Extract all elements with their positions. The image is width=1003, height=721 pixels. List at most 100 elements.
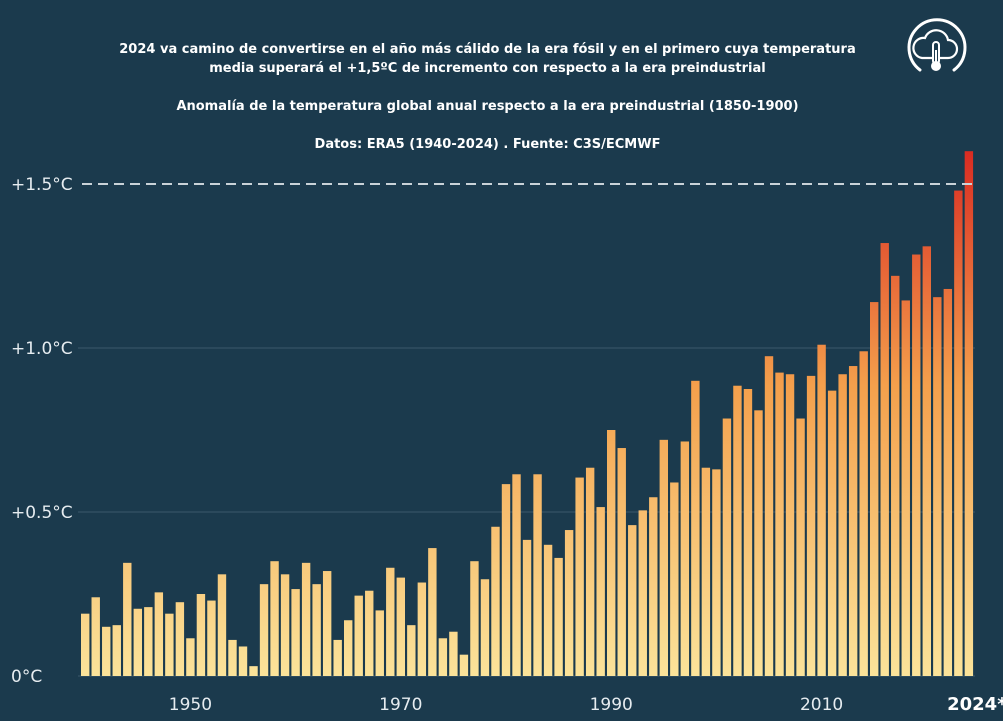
bar-1984 bbox=[543, 544, 553, 676]
bar-1996 bbox=[670, 482, 679, 676]
bar-1970 bbox=[396, 577, 405, 676]
bar-2000 bbox=[712, 469, 721, 676]
bar-2009 bbox=[806, 375, 816, 676]
bar-1953 bbox=[217, 574, 227, 676]
bar-1963 bbox=[322, 571, 332, 676]
bars bbox=[81, 151, 974, 677]
bar-1995 bbox=[659, 439, 668, 676]
bar-2015 bbox=[870, 302, 879, 676]
bar-1973 bbox=[428, 548, 437, 676]
bar-1976 bbox=[459, 654, 469, 676]
bar-2006 bbox=[775, 372, 784, 676]
bar-1975 bbox=[449, 631, 458, 676]
bar-1958 bbox=[270, 561, 279, 676]
bar-1940 bbox=[81, 613, 90, 676]
bar-1947 bbox=[154, 592, 164, 676]
y-tick-label-2: +1.0°C bbox=[11, 339, 73, 359]
bar-1978 bbox=[480, 579, 490, 676]
chart-title-line-1: 2024 va camino de convertirse en el año … bbox=[119, 42, 856, 57]
bar-1981 bbox=[512, 474, 521, 676]
bar-1977 bbox=[470, 561, 479, 676]
bar-2024 bbox=[964, 151, 974, 676]
bar-2005 bbox=[764, 356, 774, 676]
bar-1951 bbox=[196, 594, 206, 676]
bar-1979 bbox=[491, 526, 500, 676]
bar-1967 bbox=[365, 590, 374, 676]
bar-1999 bbox=[701, 467, 711, 676]
bar-2007 bbox=[785, 374, 795, 676]
y-tick-label-1: +0.5°C bbox=[11, 503, 73, 523]
bar-1987 bbox=[575, 477, 584, 676]
bar-2017 bbox=[891, 275, 900, 676]
x-tick-label-1950: 1950 bbox=[169, 695, 212, 715]
x-tick-label-1990: 1990 bbox=[590, 695, 633, 715]
bar-1956 bbox=[249, 666, 258, 676]
bar-1998 bbox=[691, 380, 700, 676]
bar-1943 bbox=[112, 625, 121, 676]
bar-1986 bbox=[564, 530, 574, 676]
bar-2023 bbox=[954, 190, 963, 676]
bar-1961 bbox=[301, 562, 311, 676]
bar-2016 bbox=[880, 243, 889, 677]
bar-1964 bbox=[333, 639, 342, 676]
bar-1962 bbox=[312, 584, 321, 676]
bar-1946 bbox=[144, 607, 153, 676]
bar-1992 bbox=[628, 525, 637, 676]
bar-2021 bbox=[933, 297, 942, 676]
bar-2008 bbox=[796, 418, 805, 676]
bar-1955 bbox=[238, 646, 248, 676]
bar-1990 bbox=[607, 430, 616, 676]
chart-source: Datos: ERA5 (1940-2024) . Fuente: C3S/EC… bbox=[314, 137, 661, 152]
bar-2014 bbox=[859, 351, 868, 676]
bar-1959 bbox=[280, 574, 290, 676]
bar-1957 bbox=[259, 584, 269, 676]
y-tick-label-0: 0°C bbox=[11, 667, 42, 687]
bar-1994 bbox=[649, 497, 658, 676]
bar-1997 bbox=[680, 441, 690, 676]
bar-1980 bbox=[501, 484, 511, 676]
bar-1965 bbox=[344, 620, 353, 676]
bar-1993 bbox=[638, 510, 647, 676]
bar-1942 bbox=[102, 626, 111, 676]
bar-1966 bbox=[354, 595, 363, 676]
bar-1974 bbox=[438, 638, 448, 676]
bar-2011 bbox=[827, 390, 837, 676]
cloud-thermometer-icon bbox=[907, 18, 967, 72]
x-tick-label-2010: 2010 bbox=[800, 695, 843, 715]
x-tick-label-1970: 1970 bbox=[379, 695, 422, 715]
bar-2020 bbox=[922, 246, 931, 676]
bar-1944 bbox=[123, 562, 132, 676]
bar-2022 bbox=[943, 288, 953, 676]
bar-2001 bbox=[722, 418, 732, 676]
chart-title-line-2: media superará el +1,5ºC de incremento c… bbox=[209, 61, 766, 76]
bar-1960 bbox=[291, 589, 300, 676]
bar-2010 bbox=[817, 344, 826, 676]
bar-2003 bbox=[743, 389, 753, 676]
bar-1972 bbox=[417, 582, 427, 676]
x-axis-ticks: 1950 1970 1990 2010 2024* bbox=[169, 694, 1003, 715]
bar-1971 bbox=[407, 625, 416, 676]
bar-2013 bbox=[848, 366, 858, 676]
y-tick-label-3: +1.5°C bbox=[11, 175, 73, 195]
bar-1948 bbox=[165, 613, 174, 676]
bar-1991 bbox=[617, 448, 626, 676]
bar-1982 bbox=[522, 539, 532, 676]
bar-1969 bbox=[386, 567, 395, 676]
y-axis-ticks: 0°C +0.5°C +1.0°C +1.5°C bbox=[11, 175, 73, 687]
chart-subtitle: Anomalía de la temperatura global anual … bbox=[176, 99, 799, 114]
bar-1989 bbox=[596, 507, 605, 676]
bar-1988 bbox=[585, 467, 595, 676]
bar-2004 bbox=[754, 410, 763, 676]
bar-2018 bbox=[901, 300, 910, 676]
bar-2002 bbox=[733, 385, 742, 676]
bar-1952 bbox=[207, 600, 216, 676]
bar-1950 bbox=[186, 638, 195, 676]
bar-1949 bbox=[175, 602, 185, 676]
bar-2019 bbox=[912, 254, 921, 676]
bar-1983 bbox=[533, 474, 542, 676]
x-tick-label-2024*: 2024* bbox=[947, 694, 1003, 715]
bar-1941 bbox=[91, 597, 100, 676]
bar-1985 bbox=[554, 557, 563, 676]
bar-1968 bbox=[375, 610, 384, 676]
